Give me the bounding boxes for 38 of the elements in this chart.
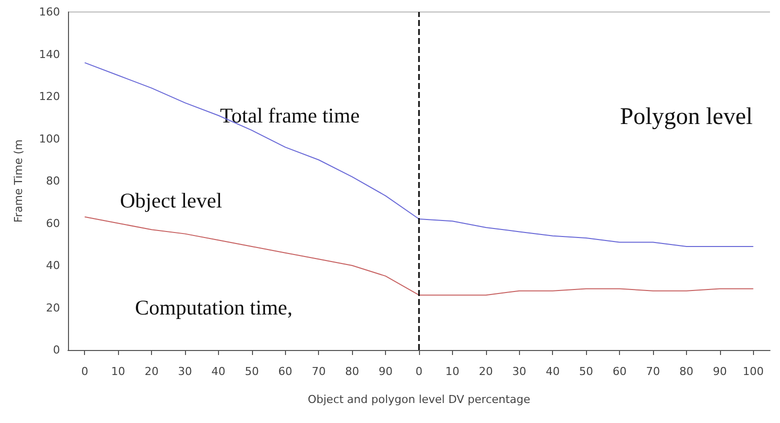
x-tick-label: 0 bbox=[416, 365, 422, 378]
x-tick-label: 60 bbox=[612, 365, 627, 378]
y-tick-label: 20 bbox=[46, 301, 60, 314]
line-series bbox=[84, 62, 754, 247]
x-tick-label: 30 bbox=[178, 365, 192, 378]
annotation: Object level bbox=[120, 188, 222, 212]
x-tick-label: 60 bbox=[278, 365, 292, 378]
y-tick-label: 160 bbox=[39, 6, 60, 18]
x-tick-label: 0 bbox=[81, 365, 88, 378]
x-tick-label: 20 bbox=[478, 365, 493, 378]
x-tick-label: 90 bbox=[378, 365, 393, 378]
annotation: Computation time, bbox=[135, 296, 292, 320]
y-axis-title: Frame Time (m bbox=[12, 139, 25, 223]
x-tick-label: 40 bbox=[211, 365, 226, 378]
x-tick-label: 50 bbox=[579, 365, 594, 378]
x-tick-label: 40 bbox=[546, 365, 560, 378]
y-tick-label: 80 bbox=[46, 174, 60, 188]
y-tick-label: 120 bbox=[39, 90, 60, 103]
x-tick-label: 50 bbox=[244, 365, 259, 378]
x-tick-label: 80 bbox=[679, 365, 694, 378]
x-axis-title: Object and polygon level DV percentage bbox=[308, 393, 531, 406]
x-tick-label: 70 bbox=[312, 365, 326, 378]
x-tick-label: 10 bbox=[445, 365, 460, 378]
x-tick-label: 20 bbox=[144, 365, 159, 378]
annotation: Polygon level bbox=[620, 104, 753, 130]
x-tick-label: 70 bbox=[646, 365, 660, 378]
x-tick-label: 30 bbox=[512, 365, 526, 378]
x-tick-label: 100 bbox=[742, 365, 764, 378]
y-tick-label: 60 bbox=[46, 216, 60, 230]
line-series bbox=[84, 216, 754, 296]
annotation: Total frame time bbox=[220, 104, 360, 128]
y-tick-label: 0 bbox=[53, 344, 60, 356]
x-tick-label: 80 bbox=[345, 365, 360, 378]
x-tick-label: 10 bbox=[111, 365, 126, 378]
x-tick-label: 90 bbox=[712, 365, 727, 378]
y-tick-label: 40 bbox=[46, 259, 60, 272]
y-tick-label: 140 bbox=[39, 48, 60, 61]
y-tick-label: 100 bbox=[39, 132, 60, 146]
